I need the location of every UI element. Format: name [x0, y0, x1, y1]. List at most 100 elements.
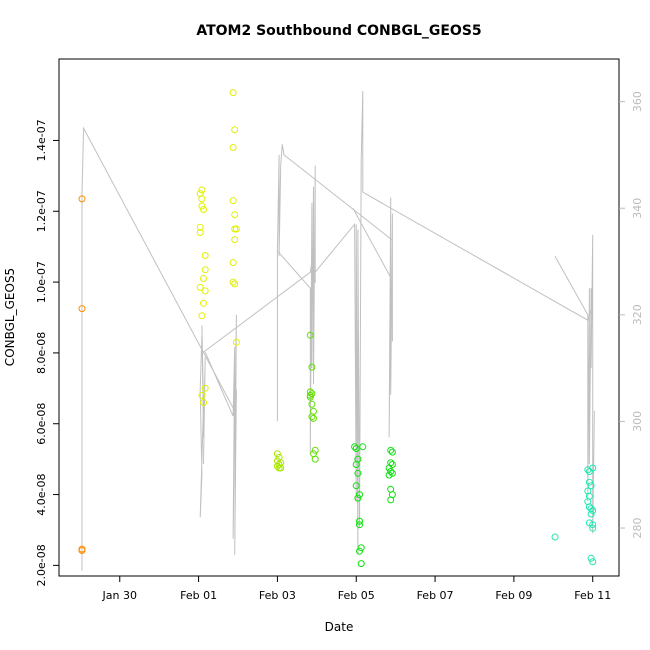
- data-point: [587, 505, 595, 513]
- data-point: [78, 305, 86, 313]
- data-point: [388, 448, 396, 456]
- data-point: [310, 414, 317, 422]
- data-point: [356, 521, 363, 529]
- data-point: [229, 197, 237, 205]
- y2-tick-label: 300: [631, 411, 644, 432]
- data-point: [231, 280, 239, 288]
- data-point: [385, 464, 393, 472]
- data-point: [584, 466, 592, 474]
- data-point: [198, 202, 206, 210]
- data-point: [308, 413, 316, 421]
- data-point: [273, 457, 281, 465]
- data-point: [308, 400, 316, 408]
- data-point: [196, 283, 204, 291]
- data-point: [231, 211, 239, 219]
- y2-axis: 280 300 320 340 360: [619, 91, 644, 539]
- data-point: [388, 469, 396, 477]
- series-line-segment: [203, 261, 313, 353]
- y2-tick-label: 340: [631, 198, 644, 219]
- data-point: [277, 464, 285, 472]
- series-line-segment: [352, 197, 393, 438]
- data-point: [78, 195, 86, 203]
- data-point: [585, 503, 593, 511]
- data-point: [354, 469, 362, 477]
- data-point: [201, 287, 209, 295]
- data-point: [311, 455, 319, 463]
- y-tick-label: 8.0e-08: [35, 332, 48, 374]
- x-tick-label: Feb 09: [495, 589, 532, 602]
- y-tick-label: 1.0e-07: [35, 261, 48, 303]
- x-tick-label: Feb 05: [338, 589, 375, 602]
- data-point: [351, 443, 359, 451]
- data-point: [198, 391, 206, 399]
- data-point: [356, 547, 363, 555]
- data-point: [273, 450, 281, 458]
- y-tick-label: 6.0e-08: [35, 403, 48, 445]
- data-point: [308, 390, 316, 398]
- data-point: [589, 464, 597, 472]
- data-point: [200, 399, 207, 406]
- data-point: [589, 521, 597, 529]
- data-point: [200, 206, 207, 213]
- x-tick-label: Feb 07: [417, 589, 454, 602]
- y2-tick-label: 320: [631, 304, 644, 325]
- data-point: [589, 558, 597, 566]
- data-point: [589, 507, 597, 514]
- data-point: [196, 223, 204, 231]
- data-point: [198, 312, 206, 320]
- data-point: [311, 446, 319, 454]
- y2-tick-label: 360: [631, 91, 644, 112]
- plot-frame: [58, 58, 620, 577]
- data-point: [196, 229, 204, 236]
- data-point: [587, 554, 595, 562]
- x-tick-label: Feb 03: [259, 589, 296, 602]
- series-line-segment: [554, 234, 595, 534]
- data-point: [275, 461, 283, 468]
- data-point: [352, 461, 360, 468]
- y-tick-label: 1.2e-07: [35, 190, 48, 232]
- data-point: [387, 468, 395, 475]
- data-point: [231, 225, 239, 233]
- x-tick-label: Jan 30: [102, 589, 137, 602]
- data-point: [231, 126, 239, 134]
- data-point: [229, 278, 237, 286]
- chart-title: ATOM2 Southbound CONBGL_GEOS5: [196, 23, 481, 39]
- data-point: [229, 144, 237, 151]
- data-point: [306, 388, 314, 396]
- data-point: [306, 331, 314, 339]
- data-point: [585, 519, 593, 527]
- data-point: [273, 462, 281, 470]
- y2-tick-label: 280: [631, 518, 644, 539]
- data-point: [589, 524, 597, 532]
- data-point: [352, 482, 360, 490]
- data-point: [354, 494, 362, 502]
- x-axis: Jan 30 Feb 01 Feb 03 Feb 05 Feb 07 Feb 09 Feb …: [102, 576, 611, 602]
- data-point: [201, 252, 209, 259]
- data-point: [357, 544, 365, 552]
- data-point: [308, 363, 316, 371]
- data-point: [200, 275, 207, 282]
- data-point: [352, 445, 360, 452]
- data-point: [356, 491, 363, 499]
- series-line-segment: [277, 165, 316, 454]
- series-line-segment: [314, 90, 364, 555]
- data-point: [200, 299, 207, 307]
- data-point: [585, 478, 593, 486]
- series-line-segment: [81, 126, 237, 571]
- y-axis: 2.0e-08 4.0e-08 6.0e-08 8.0e-08 1.0e-07 1.2e-…: [35, 119, 59, 587]
- data-point: [385, 471, 393, 479]
- data-point: [78, 547, 86, 554]
- data-point: [232, 338, 240, 346]
- data-point: [231, 236, 239, 244]
- data-point: [387, 496, 395, 504]
- data-point: [201, 266, 209, 274]
- data-point: [551, 533, 559, 541]
- series-line-segment: [276, 144, 393, 422]
- data-point: [357, 560, 365, 568]
- data-point: [387, 446, 395, 454]
- data-point: [198, 195, 206, 203]
- data-point: [388, 461, 396, 468]
- series-line-segment: [204, 314, 237, 555]
- y-axis-label: CONBGL_GEOS5: [3, 268, 17, 366]
